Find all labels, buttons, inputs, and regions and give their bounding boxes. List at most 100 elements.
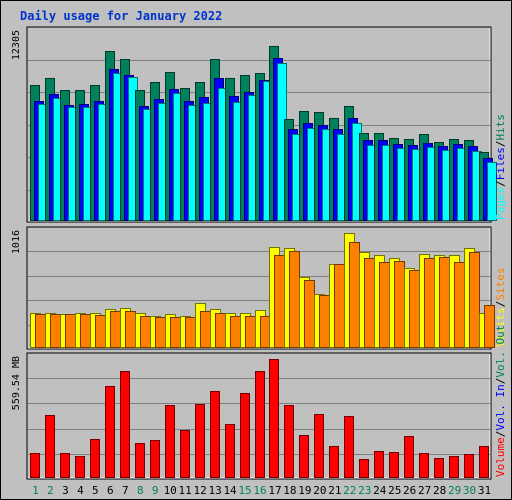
- x-tick-label: 19: [298, 484, 311, 497]
- bar-volume-day-20: [314, 414, 324, 478]
- bar-volume-day-4: [75, 456, 85, 478]
- bar-sites-day-18: [289, 251, 300, 348]
- bar-sites-day-5: [95, 315, 106, 348]
- y-max-label: 12305: [11, 30, 22, 60]
- legend-separator: /: [494, 141, 507, 148]
- bar-volume-day-15: [240, 393, 250, 478]
- bar-volume-day-8: [135, 443, 145, 478]
- bar-volume-day-19: [299, 435, 309, 478]
- bar-sites-day-1: [35, 314, 46, 348]
- bar-sites-day-13: [215, 313, 226, 348]
- bar-volume-day-1: [30, 453, 40, 478]
- legend-hits: Hits: [494, 114, 507, 141]
- bar-volume-day-25: [389, 452, 399, 478]
- bar-volume-day-26: [404, 436, 414, 478]
- legend-top: Pages/Files/Hits: [494, 114, 507, 220]
- legend-separator: /: [494, 378, 507, 385]
- bar-sites-day-8: [140, 316, 151, 348]
- bar-sites-day-29: [454, 262, 465, 348]
- x-tick-label: 10: [164, 484, 177, 497]
- bar-sites-day-30: [469, 252, 480, 348]
- bar-sites-day-31: [484, 305, 495, 348]
- legend-separator: /: [494, 301, 507, 308]
- bar-sites-day-3: [65, 314, 76, 348]
- bar-sites-day-22: [349, 242, 360, 348]
- bar-sites-day-25: [394, 261, 405, 348]
- x-tick-label: 20: [313, 484, 326, 497]
- y-max-label: 559.54 MB: [11, 356, 22, 410]
- bar-sites-day-7: [125, 311, 136, 348]
- bar-sites-day-15: [245, 316, 256, 348]
- bar-sites-day-17: [274, 255, 285, 348]
- x-tick-label: 26: [403, 484, 416, 497]
- x-tick-label: 1: [32, 484, 39, 497]
- x-tick-label: 24: [373, 484, 387, 497]
- legend-files: Files: [494, 147, 507, 180]
- bar-volume-day-24: [374, 451, 384, 478]
- x-tick-label: 9: [152, 484, 159, 497]
- bar-sites-day-23: [364, 258, 375, 348]
- bar-volume-day-27: [419, 453, 429, 478]
- y-max-label: 1016: [11, 230, 22, 254]
- x-tick-label: 31: [478, 484, 491, 497]
- x-tick-label: 16: [253, 484, 266, 497]
- bar-volume-day-12: [195, 404, 205, 478]
- legend-separator: /: [494, 180, 507, 187]
- bar-volume-day-6: [105, 386, 115, 478]
- x-tick-label: 7: [122, 484, 129, 497]
- bar-sites-day-2: [50, 314, 61, 348]
- bar-volume-day-9: [150, 440, 160, 478]
- x-tick-label: 11: [179, 484, 192, 497]
- bar-volume-day-14: [225, 424, 235, 478]
- bar-volume-day-18: [284, 405, 294, 478]
- bar-volume-day-22: [344, 416, 354, 478]
- x-tick-label: 29: [448, 484, 461, 497]
- x-tick-label: 23: [358, 484, 371, 497]
- legend-vol-in: Vol. In: [494, 384, 507, 430]
- bar-volume-day-3: [60, 453, 70, 478]
- bar-sites-day-26: [409, 270, 420, 348]
- bar-sites-day-28: [439, 257, 450, 348]
- x-tick-label: 8: [137, 484, 144, 497]
- bar-sites-day-19: [304, 280, 315, 348]
- x-tick-label: 4: [77, 484, 84, 497]
- bar-volume-day-28: [434, 458, 444, 478]
- legend-bottom: Volume/Vol. In/Vol. Out: [494, 325, 507, 477]
- bar-volume-day-11: [180, 430, 190, 478]
- x-tick-label: 3: [62, 484, 69, 497]
- bar-sites-day-9: [155, 317, 166, 348]
- x-tick-label: 6: [107, 484, 114, 497]
- bar-sites-day-21: [334, 264, 345, 348]
- legend-sites: Sites: [494, 268, 507, 301]
- x-tick-label: 5: [92, 484, 99, 497]
- bar-volume-day-13: [210, 391, 220, 478]
- legend-separator: /: [494, 431, 507, 438]
- x-tick-label: 12: [194, 484, 207, 497]
- x-tick-label: 14: [223, 484, 237, 497]
- bar-volume-day-31: [479, 446, 489, 478]
- x-tick-label: 27: [418, 484, 431, 497]
- legend-vol-out: Vol. Out: [494, 325, 507, 378]
- legend-visits: Visits: [494, 307, 507, 347]
- x-tick-label: 18: [283, 484, 296, 497]
- bar-sites-day-27: [424, 258, 435, 348]
- x-tick-label: 30: [463, 484, 476, 497]
- chart-title: Daily usage for January 2022: [20, 9, 223, 23]
- bar-volume-day-17: [269, 359, 279, 478]
- bar-sites-day-12: [200, 311, 211, 348]
- bar-sites-day-24: [379, 262, 390, 348]
- x-tick-label: 17: [268, 484, 281, 497]
- bar-sites-day-14: [230, 316, 241, 348]
- x-tick-label: 13: [208, 484, 221, 497]
- legend-middle: Visits/Sites: [494, 268, 507, 348]
- bar-volume-day-29: [449, 456, 459, 478]
- x-tick-label: 21: [328, 484, 341, 497]
- x-tick-label: 25: [388, 484, 401, 497]
- x-tick-label: 2: [47, 484, 54, 497]
- bar-volume-day-23: [359, 459, 369, 478]
- bar-volume-day-30: [464, 454, 474, 478]
- bar-volume-day-7: [120, 371, 130, 478]
- x-tick-label: 15: [238, 484, 251, 497]
